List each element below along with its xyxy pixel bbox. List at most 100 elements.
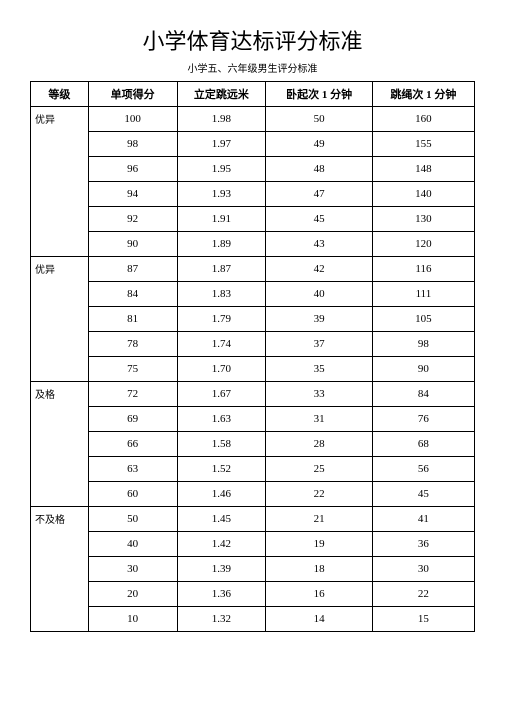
page-subtitle: 小学五、六年级男生评分标准: [30, 60, 475, 75]
cell-situp: 50: [266, 107, 373, 132]
table-row: 优异871.8742116: [31, 257, 475, 282]
table-row: 921.9145130: [31, 207, 475, 232]
cell-situp: 33: [266, 382, 373, 407]
grade-cell: 不及格: [31, 507, 89, 632]
cell-jump: 1.36: [177, 582, 266, 607]
cell-situp: 35: [266, 357, 373, 382]
grade-cell: 及格: [31, 382, 89, 507]
cell-rope: 30: [372, 557, 474, 582]
cell-jump: 1.74: [177, 332, 266, 357]
cell-jump: 1.89: [177, 232, 266, 257]
cell-rope: 84: [372, 382, 474, 407]
cell-rope: 45: [372, 482, 474, 507]
cell-score: 66: [88, 432, 177, 457]
cell-situp: 42: [266, 257, 373, 282]
score-table: 等级 单项得分 立定跳远米 卧起次 1 分钟 跳绳次 1 分钟 优异1001.9…: [30, 81, 475, 632]
cell-situp: 45: [266, 207, 373, 232]
cell-rope: 105: [372, 307, 474, 332]
table-row: 941.9347140: [31, 182, 475, 207]
cell-score: 69: [88, 407, 177, 432]
cell-score: 20: [88, 582, 177, 607]
cell-jump: 1.46: [177, 482, 266, 507]
page: 小学体育达标评分标准 小学五、六年级男生评分标准 等级 单项得分 立定跳远米 卧…: [0, 0, 505, 632]
table-row: 841.8340111: [31, 282, 475, 307]
cell-jump: 1.79: [177, 307, 266, 332]
cell-rope: 56: [372, 457, 474, 482]
col-score: 单项得分: [88, 82, 177, 107]
cell-score: 92: [88, 207, 177, 232]
cell-rope: 148: [372, 157, 474, 182]
cell-situp: 21: [266, 507, 373, 532]
table-row: 201.361622: [31, 582, 475, 607]
cell-rope: 22: [372, 582, 474, 607]
cell-jump: 1.39: [177, 557, 266, 582]
cell-jump: 1.58: [177, 432, 266, 457]
cell-situp: 43: [266, 232, 373, 257]
col-situp: 卧起次 1 分钟: [266, 82, 373, 107]
table-row: 661.582868: [31, 432, 475, 457]
table-body: 优异1001.9850160981.9749155961.9548148941.…: [31, 107, 475, 632]
table-row: 781.743798: [31, 332, 475, 357]
table-row: 401.421936: [31, 532, 475, 557]
table-row: 601.462245: [31, 482, 475, 507]
table-row: 及格721.673384: [31, 382, 475, 407]
cell-situp: 37: [266, 332, 373, 357]
cell-score: 50: [88, 507, 177, 532]
cell-jump: 1.63: [177, 407, 266, 432]
cell-rope: 120: [372, 232, 474, 257]
cell-score: 96: [88, 157, 177, 182]
cell-jump: 1.91: [177, 207, 266, 232]
cell-jump: 1.87: [177, 257, 266, 282]
cell-score: 78: [88, 332, 177, 357]
cell-situp: 49: [266, 132, 373, 157]
table-header-row: 等级 单项得分 立定跳远米 卧起次 1 分钟 跳绳次 1 分钟: [31, 82, 475, 107]
cell-situp: 28: [266, 432, 373, 457]
cell-situp: 31: [266, 407, 373, 432]
cell-situp: 22: [266, 482, 373, 507]
cell-jump: 1.42: [177, 532, 266, 557]
table-row: 不及格501.452141: [31, 507, 475, 532]
table-row: 961.9548148: [31, 157, 475, 182]
cell-rope: 68: [372, 432, 474, 457]
table-row: 691.633176: [31, 407, 475, 432]
cell-rope: 41: [372, 507, 474, 532]
cell-jump: 1.95: [177, 157, 266, 182]
cell-situp: 19: [266, 532, 373, 557]
cell-situp: 18: [266, 557, 373, 582]
cell-jump: 1.52: [177, 457, 266, 482]
cell-situp: 25: [266, 457, 373, 482]
cell-rope: 76: [372, 407, 474, 432]
cell-score: 90: [88, 232, 177, 257]
col-rope: 跳绳次 1 分钟: [372, 82, 474, 107]
cell-situp: 47: [266, 182, 373, 207]
cell-situp: 39: [266, 307, 373, 332]
table-row: 优异1001.9850160: [31, 107, 475, 132]
cell-rope: 160: [372, 107, 474, 132]
cell-situp: 16: [266, 582, 373, 607]
cell-jump: 1.70: [177, 357, 266, 382]
cell-jump: 1.93: [177, 182, 266, 207]
cell-jump: 1.45: [177, 507, 266, 532]
cell-score: 63: [88, 457, 177, 482]
cell-rope: 36: [372, 532, 474, 557]
table-row: 811.7939105: [31, 307, 475, 332]
cell-rope: 15: [372, 607, 474, 632]
cell-rope: 98: [372, 332, 474, 357]
cell-rope: 116: [372, 257, 474, 282]
cell-score: 60: [88, 482, 177, 507]
table-row: 751.703590: [31, 357, 475, 382]
table-row: 101.321415: [31, 607, 475, 632]
cell-score: 40: [88, 532, 177, 557]
grade-cell: 优异: [31, 107, 89, 257]
cell-jump: 1.67: [177, 382, 266, 407]
cell-score: 81: [88, 307, 177, 332]
cell-jump: 1.98: [177, 107, 266, 132]
cell-score: 10: [88, 607, 177, 632]
col-grade: 等级: [31, 82, 89, 107]
cell-score: 84: [88, 282, 177, 307]
cell-score: 72: [88, 382, 177, 407]
grade-cell: 优异: [31, 257, 89, 382]
cell-rope: 111: [372, 282, 474, 307]
cell-score: 94: [88, 182, 177, 207]
page-title: 小学体育达标评分标准: [30, 24, 475, 56]
